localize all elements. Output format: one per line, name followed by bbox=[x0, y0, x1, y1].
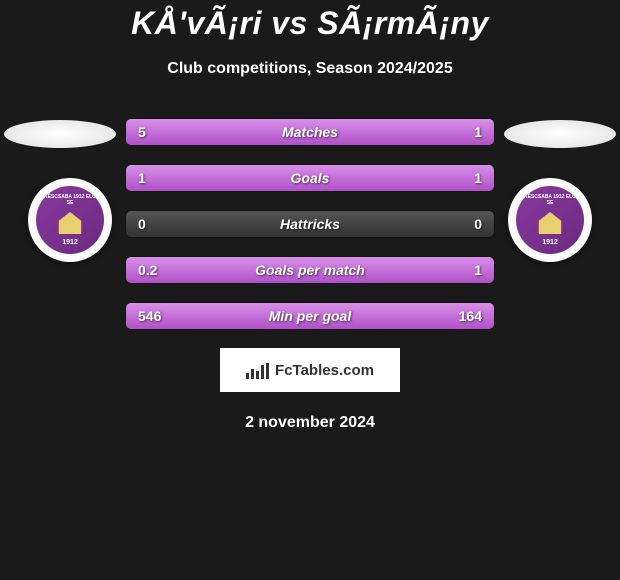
stat-value-left: 0.2 bbox=[138, 262, 157, 278]
stat-label: Goals per match bbox=[255, 262, 365, 278]
stat-bar-left bbox=[126, 119, 433, 145]
stat-row: 546 Min per goal 164 bbox=[125, 302, 495, 330]
stat-bar-right bbox=[310, 165, 494, 191]
stat-value-left: 5 bbox=[138, 124, 146, 140]
stat-value-right: 1 bbox=[474, 170, 482, 186]
stat-label: Hattricks bbox=[280, 216, 340, 232]
club-logo-text: BÉKÉSCSABA 1912 ELŐRE SE bbox=[516, 194, 584, 206]
stat-bar-left bbox=[126, 165, 310, 191]
stats-area: BÉKÉSCSABA 1912 ELŐRE SE 1912 BÉKÉSCSABA… bbox=[0, 118, 620, 432]
comparison-date: 2 november 2024 bbox=[0, 414, 620, 432]
stat-row: 1 Goals 1 bbox=[125, 164, 495, 192]
stat-bar-left bbox=[126, 303, 409, 329]
stat-row: 0 Hattricks 0 bbox=[125, 210, 495, 238]
stat-row: 0.2 Goals per match 1 bbox=[125, 256, 495, 284]
stat-value-right: 164 bbox=[459, 308, 482, 324]
fctables-label: FcTables.com bbox=[275, 362, 374, 379]
club-logo-text: BÉKÉSCSABA 1912 ELŐRE SE bbox=[36, 194, 104, 206]
season-subtitle: Club competitions, Season 2024/2025 bbox=[0, 60, 620, 78]
stat-bar-right bbox=[433, 119, 494, 145]
chart-icon bbox=[246, 361, 269, 379]
stat-label: Goals bbox=[291, 170, 330, 186]
stat-row: 5 Matches 1 bbox=[125, 118, 495, 146]
stat-value-right: 1 bbox=[474, 262, 482, 278]
club-logo-left: BÉKÉSCSABA 1912 ELŐRE SE 1912 bbox=[28, 178, 112, 262]
stat-value-left: 546 bbox=[138, 308, 161, 324]
stat-rows: 5 Matches 1 1 Goals 1 0 Hattricks 0 0.2 Goals per … bbox=[125, 118, 495, 330]
club-logo-building-icon bbox=[536, 212, 564, 234]
club-logo-right: BÉKÉSCSABA 1912 ELŐRE SE 1912 bbox=[508, 178, 592, 262]
stat-label: Min per goal bbox=[269, 308, 351, 324]
comparison-title: KÅ'vÃ¡ri vs SÃ¡rmÃ¡ny bbox=[0, 5, 620, 42]
stat-value-left: 0 bbox=[138, 216, 146, 232]
stat-value-left: 1 bbox=[138, 170, 146, 186]
club-logo-year: 1912 bbox=[62, 239, 78, 246]
club-logo-year: 1912 bbox=[542, 239, 558, 246]
player-base-left bbox=[4, 120, 116, 148]
player-base-right bbox=[504, 120, 616, 148]
stat-value-right: 0 bbox=[474, 216, 482, 232]
stat-value-right: 1 bbox=[474, 124, 482, 140]
fctables-badge: FcTables.com bbox=[220, 348, 400, 392]
club-logo-building-icon bbox=[56, 212, 84, 234]
stat-label: Matches bbox=[282, 124, 338, 140]
